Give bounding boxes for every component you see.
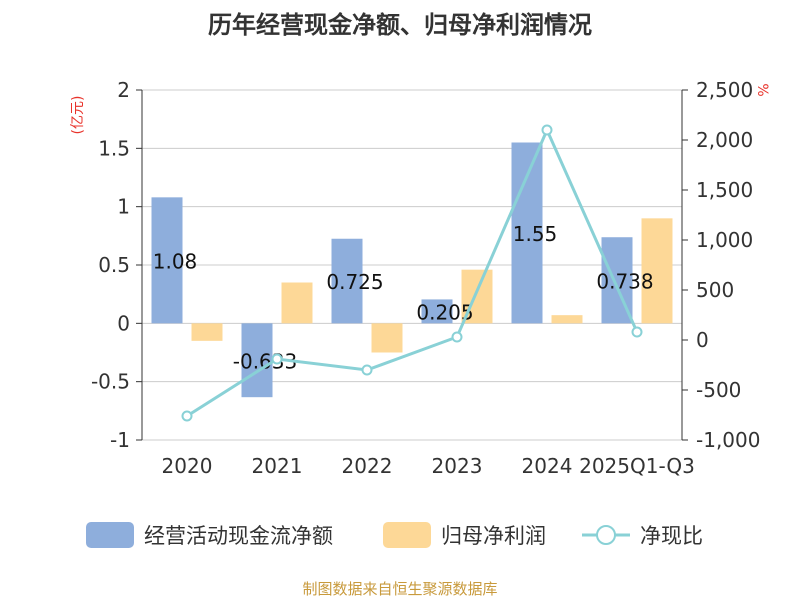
bar-cashflow [241, 323, 273, 398]
chart-title: 历年经营现金净额、归母净利润情况 [208, 11, 592, 39]
left-tick-label: 0 [117, 311, 130, 335]
x-tick-label: 2021 [252, 454, 303, 478]
data-source-note: 制图数据来自恒生聚源数据库 [302, 580, 498, 598]
right-tick-label: 1,500 [696, 178, 753, 202]
bar-net-profit [551, 315, 583, 324]
left-tick-label: 2 [117, 78, 130, 102]
legend-swatch-cashflow [86, 522, 134, 548]
left-unit-label: (亿元) [70, 96, 86, 135]
bar-cashflow [331, 238, 363, 324]
x-tick-label: 2023 [432, 454, 483, 478]
data-label-cashflow: 0.738 [596, 269, 653, 293]
line-point-net-cash-ratio [181, 410, 193, 422]
data-label-cashflow: 1.08 [153, 249, 198, 273]
left-tick-label: 0.5 [98, 253, 130, 277]
right-tick-label: 1,000 [696, 228, 753, 252]
right-unit-label: % [754, 83, 770, 96]
legend-label-cashflow: 经营活动现金流净额 [144, 524, 333, 548]
line-point-net-cash-ratio [271, 353, 283, 365]
right-tick-label: -1,000 [696, 428, 760, 452]
line-point-net-cash-ratio [451, 331, 463, 343]
x-tick-label: 2022 [342, 454, 393, 478]
right-tick-label: 500 [696, 278, 734, 302]
bar-net-profit [371, 323, 403, 353]
x-tick-label: 2020 [162, 454, 213, 478]
line-point-net-cash-ratio [361, 364, 373, 376]
legend-label-ratio: 净现比 [640, 524, 703, 548]
right-tick-label: 0 [696, 328, 709, 352]
bar-cashflow [421, 299, 453, 324]
legend-swatch-marker [596, 525, 616, 545]
left-tick-label: -0.5 [91, 370, 130, 394]
right-tick-label: -500 [696, 378, 741, 402]
line-point-net-cash-ratio [541, 124, 553, 136]
legend-swatch-net-profit [383, 522, 431, 548]
left-tick-label: -1 [110, 428, 130, 452]
bar-cashflow [151, 197, 183, 324]
legend-label-net-profit: 归母净利润 [441, 524, 546, 548]
left-tick-label: 1 [117, 195, 130, 219]
line-net-cash-ratio [186, 126, 639, 418]
data-label-cashflow: 1.55 [513, 222, 558, 246]
x-tick-label: 2025Q1-Q3 [579, 454, 695, 478]
x-tick-label: 2024 [522, 454, 573, 478]
left-tick-label: 1.5 [98, 136, 130, 160]
data-label-cashflow: 0.725 [326, 270, 383, 294]
line-point-net-cash-ratio [631, 326, 643, 338]
bar-net-profit [641, 218, 673, 324]
right-tick-label: 2,000 [696, 128, 753, 152]
right-tick-label: 2,500 [696, 78, 753, 102]
bar-net-profit [191, 323, 223, 341]
bar-net-profit [281, 282, 313, 324]
